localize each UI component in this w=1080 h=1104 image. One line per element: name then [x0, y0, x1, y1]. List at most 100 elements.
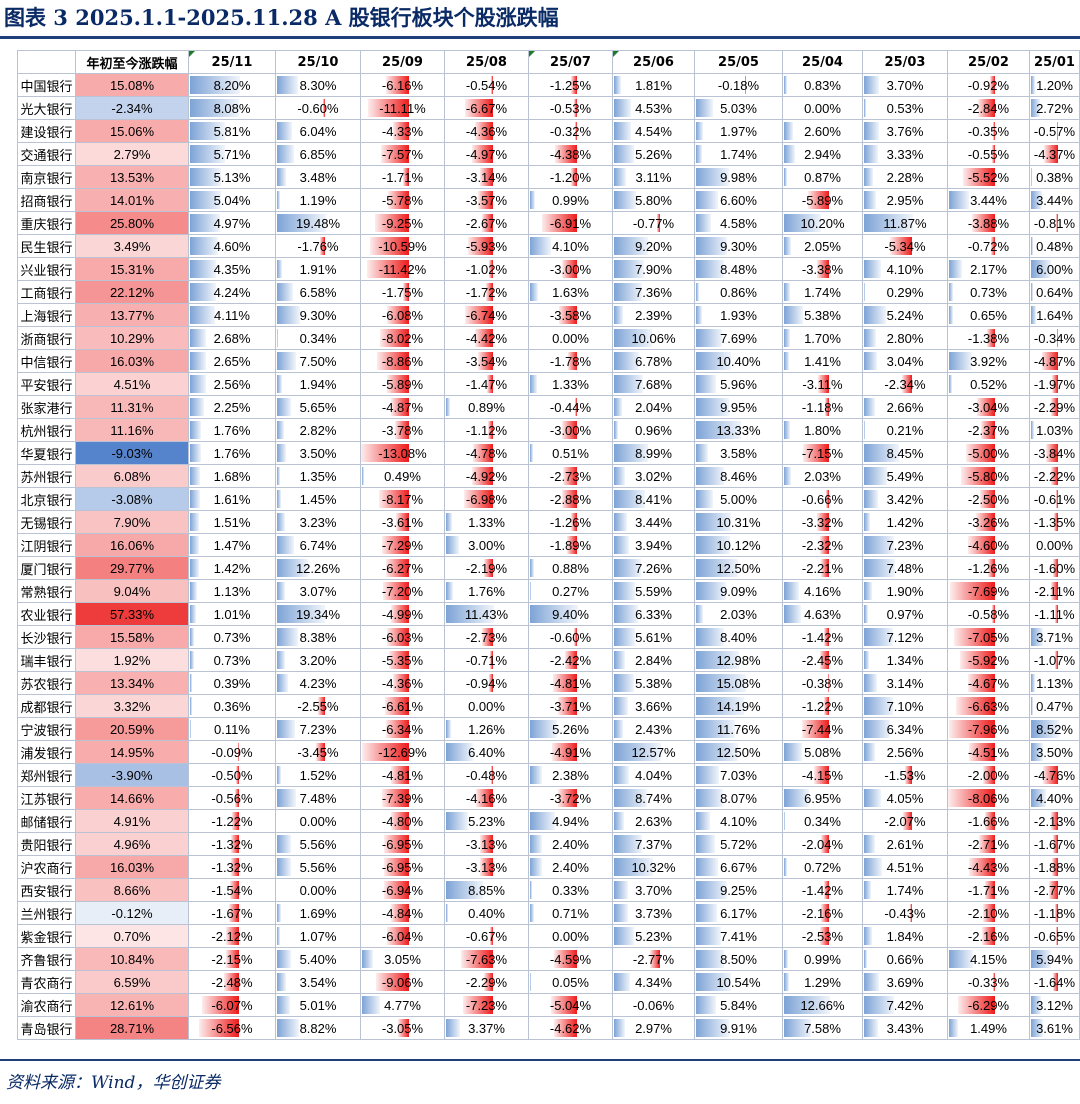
monthly-value: -4.87% — [381, 399, 424, 415]
header-month: 25/08 — [444, 50, 529, 74]
monthly-cell: 0.64% — [1029, 280, 1080, 304]
data-bar — [277, 467, 281, 485]
monthly-value: 12.50% — [716, 744, 761, 760]
monthly-cell: -0.61% — [1029, 487, 1080, 511]
data-bar — [614, 904, 628, 922]
data-bar — [446, 1019, 461, 1037]
data-bar — [383, 858, 410, 876]
monthly-value: -5.52% — [967, 169, 1010, 185]
monthly-cell: 6.04% — [275, 119, 361, 143]
data-bar — [1031, 743, 1043, 761]
ytd-value: 57.33% — [109, 606, 155, 622]
monthly-value: 8.85% — [468, 882, 505, 898]
monthly-value: 1.03% — [1036, 422, 1073, 438]
monthly-cell: 8.52% — [1029, 717, 1080, 741]
data-bar — [614, 237, 649, 255]
monthly-value: -5.89% — [801, 192, 844, 208]
monthly-value: 2.94% — [804, 146, 841, 162]
monthly-cell: 3.44% — [1029, 188, 1080, 212]
monthly-value: 4.40% — [1036, 790, 1073, 806]
data-bar — [530, 582, 532, 600]
ytd-cell: 14.01% — [75, 188, 189, 212]
data-bar — [696, 720, 736, 738]
monthly-value: 3.69% — [886, 974, 924, 990]
monthly-cell: 7.48% — [862, 556, 948, 580]
data-bar — [614, 329, 652, 347]
monthly-value: -7.29% — [381, 537, 424, 553]
monthly-cell: 3.42% — [862, 487, 948, 511]
monthly-value: 2.80% — [886, 330, 924, 346]
data-bar — [362, 467, 364, 485]
data-bar — [277, 628, 298, 646]
monthly-cell: 5.65% — [275, 395, 361, 419]
monthly-cell: 6.74% — [275, 533, 361, 557]
monthly-value: -4.38% — [549, 146, 592, 162]
data-bar — [277, 651, 285, 669]
monthly-cell: 1.81% — [612, 73, 695, 97]
monthly-cell: 0.97% — [862, 602, 948, 626]
data-bar — [993, 973, 995, 991]
data-bar — [864, 881, 872, 899]
table-row: 杭州银行 11.16% 1.76% 2.82% -3.78% -1.12% -3.00% 0.… — [17, 418, 1080, 442]
monthly-cell: -2.48% — [188, 970, 276, 994]
ytd-cell: 14.66% — [75, 786, 189, 810]
table-row: 招商银行 14.01% 5.04% 1.19% -5.78% -3.57% 0.99% 5.8… — [17, 188, 1080, 212]
data-bar — [530, 766, 543, 784]
data-bar — [277, 996, 290, 1014]
monthly-cell: 5.56% — [275, 855, 361, 879]
data-bar — [386, 927, 410, 945]
monthly-cell: -4.38% — [528, 142, 613, 166]
monthly-value: -5.04% — [549, 997, 592, 1013]
monthly-value: 12.98% — [716, 652, 761, 668]
data-bar — [393, 122, 410, 140]
monthly-value: 4.16% — [804, 583, 841, 599]
monthly-cell: 8.45% — [862, 441, 948, 465]
monthly-value: 12.66% — [800, 997, 845, 1013]
monthly-cell: -0.32% — [528, 119, 613, 143]
data-bar — [614, 835, 642, 853]
ytd-cell: 4.91% — [75, 809, 189, 833]
monthly-cell: -2.34% — [862, 372, 948, 396]
data-bar — [864, 467, 887, 485]
monthly-cell: 0.53% — [862, 96, 948, 120]
monthly-value: 3.20% — [299, 652, 337, 668]
data-bar — [564, 651, 578, 669]
data-bar — [821, 835, 829, 853]
data-bar — [190, 490, 200, 508]
monthly-value: -1.38% — [967, 330, 1010, 346]
data-bar — [190, 674, 193, 692]
monthly-cell: 4.10% — [862, 257, 948, 281]
monthly-value: 0.65% — [970, 307, 1007, 323]
ytd-cell: 14.95% — [75, 740, 189, 764]
monthly-cell: -1.88% — [1029, 855, 1080, 879]
data-bar — [909, 904, 912, 922]
data-bar — [318, 697, 325, 715]
monthly-cell: 4.05% — [862, 786, 948, 810]
data-bar — [813, 766, 829, 784]
monthly-value: 7.41% — [720, 928, 757, 944]
data-bar — [490, 76, 494, 94]
monthly-cell: -1.02% — [444, 257, 529, 281]
data-bar — [390, 605, 410, 623]
data-bar — [362, 950, 374, 968]
data-bar — [614, 168, 626, 186]
monthly-cell: -4.81% — [360, 763, 445, 787]
monthly-value: 0.29% — [886, 284, 924, 300]
data-bar — [864, 651, 870, 669]
monthly-value: 0.72% — [804, 859, 841, 875]
data-bar — [784, 145, 795, 163]
data-bar — [614, 306, 623, 324]
data-bar — [696, 789, 723, 807]
data-bar — [190, 168, 222, 186]
monthly-value: -2.16% — [801, 905, 844, 921]
data-bar — [362, 996, 380, 1014]
data-bar — [744, 76, 746, 94]
data-bar — [864, 927, 872, 945]
monthly-cell: -2.84% — [947, 96, 1030, 120]
monthly-value: -2.32% — [801, 537, 844, 553]
data-bar — [190, 283, 216, 301]
data-bar — [953, 628, 995, 646]
comment-flag-icon — [189, 51, 195, 57]
data-bar — [960, 651, 995, 669]
data-bar — [969, 858, 995, 876]
